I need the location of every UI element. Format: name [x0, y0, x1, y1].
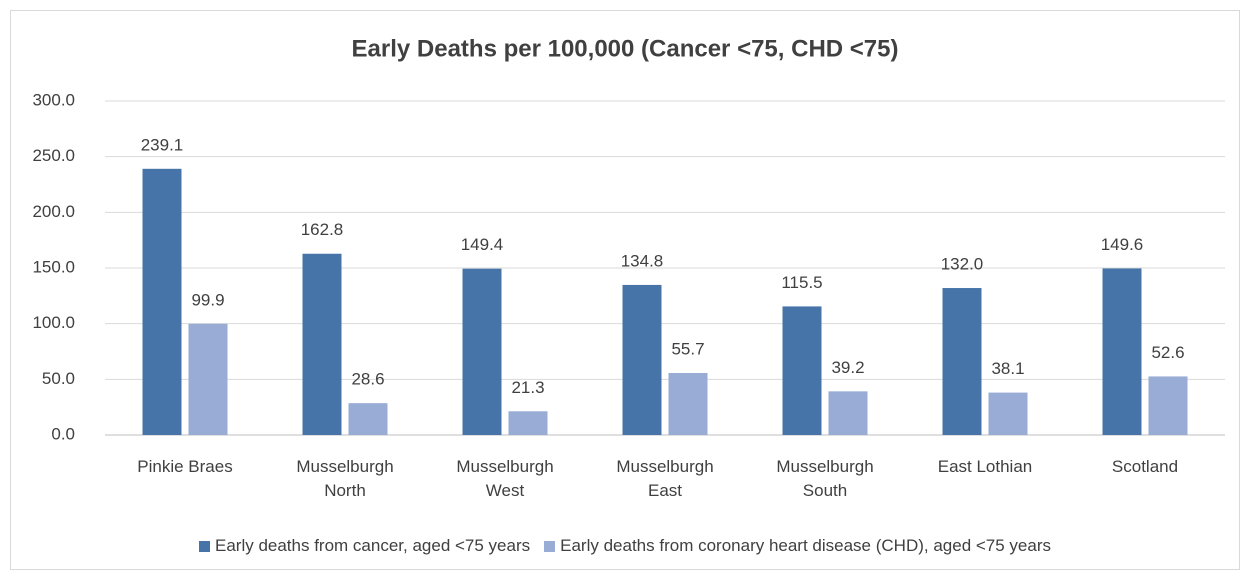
bar [622, 284, 662, 435]
bar [508, 411, 548, 435]
legend-swatch [198, 540, 210, 552]
y-tick-label: 300.0 [32, 90, 75, 109]
x-tick-label: Musselburgh West [456, 457, 554, 500]
bar [1102, 268, 1142, 435]
x-tick-label: Musselburgh South [776, 457, 874, 500]
data-label: 162.8 [301, 220, 344, 239]
data-label: 39.2 [831, 358, 864, 377]
y-tick-label: 50.0 [42, 369, 75, 388]
data-label: 52.6 [1151, 343, 1184, 362]
legend-item: Early deaths from cancer, aged <75 years [198, 536, 531, 556]
legend-item: Early deaths from coronary heart disease… [544, 536, 1051, 556]
data-label: 28.6 [351, 370, 384, 389]
bar [142, 168, 182, 435]
bar [828, 391, 868, 435]
legend-label: Early deaths from cancer, aged <75 years [214, 536, 531, 555]
data-label: 38.1 [991, 359, 1024, 378]
legend: Early deaths from cancer, aged <75 years… [10, 536, 1240, 556]
x-tick-label: East Lothian [937, 457, 1033, 476]
chart-title: Early Deaths per 100,000 (Cancer <75, CH… [352, 35, 899, 62]
y-tick-label: 200.0 [32, 202, 75, 221]
legend-label: Early deaths from coronary heart disease… [560, 536, 1052, 555]
bar [1148, 376, 1188, 435]
bar [188, 323, 228, 435]
data-label: 149.4 [461, 235, 504, 254]
bar [942, 288, 982, 435]
y-tick-label: 100.0 [32, 313, 75, 332]
y-tick-label: 0.0 [51, 424, 75, 443]
bar [668, 372, 708, 435]
data-label: 132.0 [941, 255, 984, 274]
legend-swatch [544, 540, 556, 552]
data-label: 149.6 [1101, 235, 1144, 254]
x-tick-label: Musselburgh North [296, 457, 394, 500]
data-label: 115.5 [781, 273, 822, 292]
y-tick-label: 150.0 [32, 257, 75, 276]
x-tick-label: Pinkie Braes [137, 457, 233, 476]
bar [782, 306, 822, 435]
data-label: 21.3 [511, 378, 544, 397]
x-tick-label: Musselburgh East [616, 457, 714, 500]
data-label: 99.9 [191, 290, 224, 309]
data-label: 134.8 [621, 251, 664, 270]
bar [462, 268, 502, 435]
x-tick-label: Scotland [1111, 457, 1179, 476]
data-label: 239.1 [141, 135, 184, 154]
bar [302, 253, 342, 435]
bar [348, 403, 388, 435]
bar [988, 392, 1028, 435]
data-label: 55.7 [671, 339, 704, 358]
y-tick-label: 250.0 [32, 146, 75, 165]
